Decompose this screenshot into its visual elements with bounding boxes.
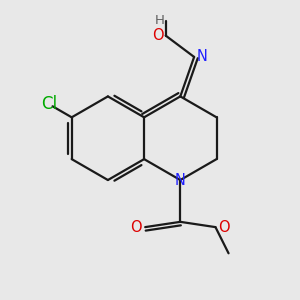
Text: Cl: Cl <box>41 95 57 113</box>
Text: O: O <box>130 220 142 235</box>
Text: N: N <box>197 50 208 64</box>
Text: H: H <box>154 14 164 27</box>
Text: O: O <box>153 28 164 43</box>
Text: O: O <box>218 220 230 235</box>
Text: N: N <box>175 172 186 188</box>
